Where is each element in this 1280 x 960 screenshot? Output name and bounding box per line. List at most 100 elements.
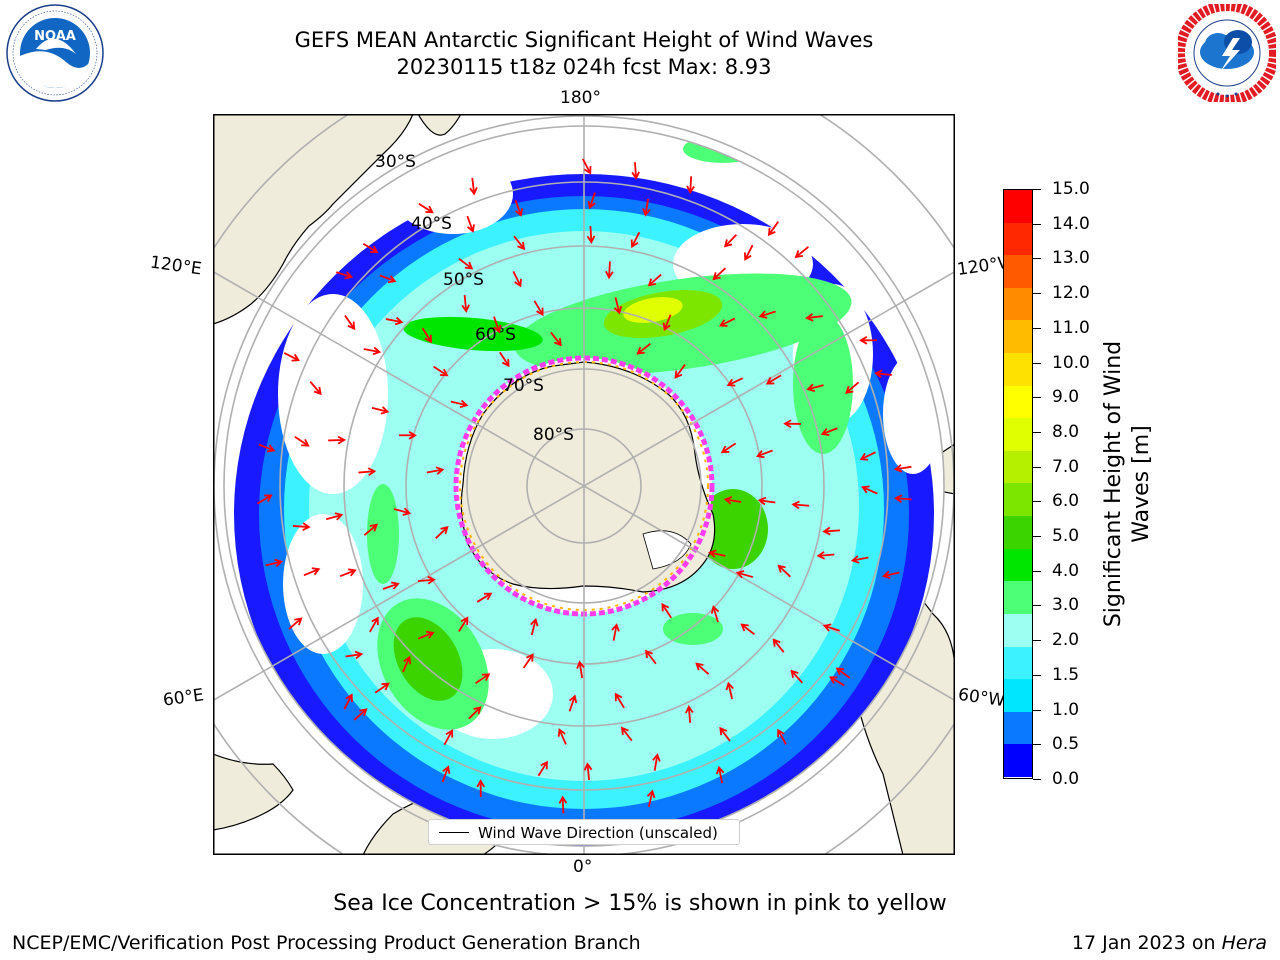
colorbar-segment [1004,646,1032,680]
wave-direction-arrow [309,381,322,396]
colorbar-tick [1033,362,1041,364]
colorbar-tick-label: 2.0 [1052,630,1080,651]
wave-direction-arrow [893,464,912,473]
colorbar-tick-label: 15.0 [1052,179,1090,199]
wave-direction-arrow [339,568,357,578]
wave-direction-arrow [568,694,578,712]
wave-direction-arrow [620,726,633,742]
wave-direction-arrow [328,435,346,445]
wave-direction-arrow [461,295,470,313]
nws-logo [1175,1,1279,106]
wave-direction-arrow [363,523,378,536]
lat-label-80s: 80°S [533,425,574,445]
colorbar-tick-label: 6.0 [1052,491,1080,512]
colorbar-segment [1004,744,1032,777]
wave-direction-arrow [374,682,390,694]
wave-direction-arrow [726,377,744,387]
footer-host: Hera [1221,932,1267,954]
wave-direction-arrow [850,555,869,564]
wave-direction-arrow [335,271,354,280]
map-border [213,114,955,855]
wave-direction-arrow [695,662,710,675]
colorbar-tick-label: 14.0 [1052,213,1090,234]
lon-label-120e: 120°E [148,252,203,280]
wave-direction-arrow [441,765,451,783]
wave-direction-arrow [344,315,356,331]
wave-direction-arrow [433,365,449,377]
wave-direction-arrow [417,575,436,585]
colorbar-tick [1033,223,1041,225]
wave-direction-arrow [533,300,544,317]
legend-line-sample [439,832,469,833]
wave-direction-arrow [725,681,734,700]
wave-direction-arrow [417,630,435,640]
wave-direction-arrow [362,242,379,254]
wave-direction-arrow [882,570,900,580]
colorbar-tick-label: 13.0 [1052,248,1090,269]
wave-direction-arrow [859,336,877,345]
wave-direction-arrow [772,638,785,653]
wave-direction-arrow [450,399,469,409]
colorbar-tick [1033,779,1041,780]
wave-height-map: 30°S 40°S 50°S 60°S 70°S 80°S [213,114,955,855]
wind-wave-arrows [256,158,912,814]
wave-direction-arrow [822,526,841,536]
wave-direction-arrow [710,605,720,623]
wave-direction-arrow [530,617,539,636]
wave-direction-arrow [765,374,782,385]
colorbar-segment [1004,222,1032,256]
wave-direction-arrow [755,449,773,459]
wave-direction-arrow [740,623,755,636]
wave-direction-arrow [476,592,493,603]
wave-direction-arrow [767,221,780,237]
colorbar-segment [1004,450,1032,484]
colorbar-segment [1004,679,1032,712]
colorbar-tick [1033,466,1041,468]
wave-direction-arrow [631,162,640,180]
wave-direction-arrow [614,692,625,709]
wave-direction-arrow [652,753,661,771]
wave-direction-arrow [735,570,754,579]
wave-direction-arrow [303,567,321,577]
colorbar-segment [1004,287,1032,321]
colorbar-segment [1004,483,1032,517]
wave-direction-arrow [537,760,548,777]
wave-direction-arrow [718,317,736,327]
wave-direction-arrow [371,406,390,415]
colorbar-tick [1033,640,1041,642]
wave-direction-arrow [514,199,524,217]
wave-direction-arrow [685,705,694,723]
wave-direction-arrow [720,442,737,454]
wave-direction-arrow [674,364,686,379]
wave-direction-arrow [426,466,445,475]
colorbar-segment [1004,711,1032,745]
wave-direction-arrow [353,708,368,721]
colorbar-title-line2: Waves [m] [1129,425,1154,543]
wave-direction-arrow [723,496,742,505]
colorbar-tick-label: 1.0 [1052,699,1080,720]
map-legend: Wind Wave Direction (unscaled) [428,819,740,845]
colorbar-tick [1033,397,1041,399]
footer-date-text: 17 Jan 2023 on [1071,932,1222,954]
noaa-logo: NOAA [6,4,104,106]
wave-direction-arrow [513,235,526,251]
wave-direction-arrow [712,267,727,281]
colorbar-tick-label: 12.0 [1052,283,1090,304]
lat-label-30s: 30°S [375,152,416,172]
wave-direction-arrow [345,650,364,660]
wave-direction-arrow [343,693,353,710]
wave-direction-arrow [822,623,840,632]
wave-direction-arrow [382,581,400,590]
wave-direction-arrow [499,351,510,368]
colorbar-tick-label: 9.0 [1052,387,1080,408]
wave-direction-arrow [587,192,596,210]
wave-direction-arrow [661,602,672,619]
wave-direction-arrow [557,728,567,745]
wave-direction-arrow [805,313,823,322]
colorbar-segment [1004,418,1032,451]
wave-direction-arrow [418,202,434,214]
colorbar-segment [1004,320,1032,354]
colorbar-title-line1: Significant Height of Wind [1101,340,1126,628]
colorbar-tick [1033,605,1041,607]
colorbar-segment [1004,613,1032,647]
